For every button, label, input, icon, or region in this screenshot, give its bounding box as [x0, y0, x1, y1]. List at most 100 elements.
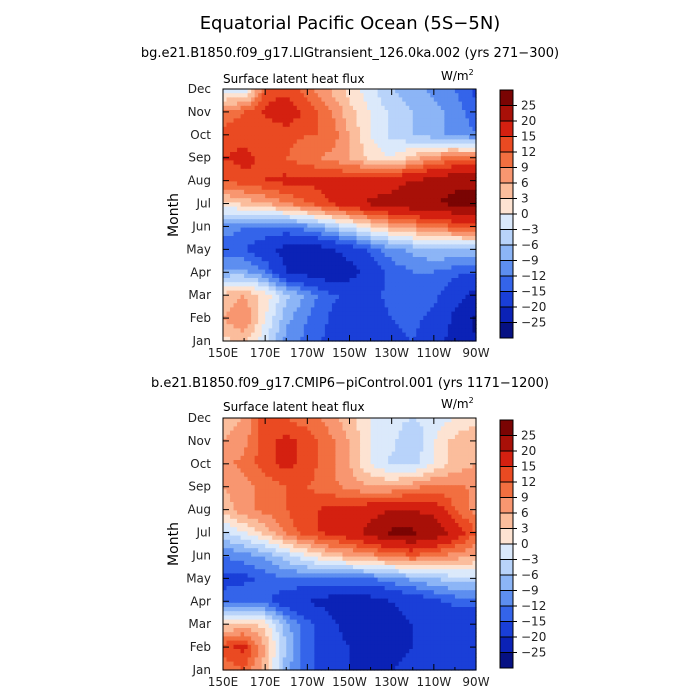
panel-lig-cell: [377, 164, 382, 170]
panel-control-cell: [461, 434, 467, 440]
panel-lig-cell: [321, 273, 326, 279]
panel-lig-cell: [314, 324, 319, 329]
panel-lig-cell: [461, 278, 467, 283]
panel-lig-cell: [472, 265, 477, 271]
panel-lig-cell: [251, 177, 256, 182]
panel-lig-cell: [374, 303, 379, 308]
panel-lig-cell: [405, 252, 410, 258]
panel-lig-cell: [349, 227, 354, 233]
panel-lig-cell: [314, 265, 319, 271]
panel-lig-cell: [391, 89, 396, 94]
panel-lig-cell: [331, 320, 337, 325]
panel-lig-cell: [335, 299, 340, 304]
panel-control-cell: [314, 443, 319, 448]
panel-lig-cell: [258, 265, 263, 271]
panel-lig-cell: [286, 131, 291, 136]
panel-lig-cell: [324, 122, 330, 128]
panel-control-cell: [437, 430, 442, 436]
panel-lig-cell: [423, 265, 428, 271]
panel-lig-cell: [237, 282, 242, 287]
panel-lig-cell: [426, 189, 431, 195]
panel-lig-cell: [293, 164, 298, 170]
panel-lig-cell: [468, 273, 474, 279]
panel-control-cell: [345, 434, 351, 440]
panel-control-cell: [300, 439, 305, 444]
panel-lig-cell: [437, 286, 442, 292]
panel-lig-cell: [265, 269, 270, 275]
panel-control-cell: [395, 426, 400, 432]
panel-lig-cell: [472, 122, 477, 128]
panel-lig-cell: [370, 286, 375, 292]
panel-lig-cell: [268, 328, 273, 334]
panel-lig-cell: [314, 168, 319, 174]
panel-lig-cell: [426, 282, 431, 287]
panel-control-cell: [423, 434, 428, 440]
panel-lig-cell: [363, 240, 368, 245]
panel-lig-cell: [402, 248, 407, 254]
panel-lig-cell: [300, 164, 305, 170]
panel-lig-cell: [331, 294, 337, 300]
panel-lig-cell: [247, 89, 252, 94]
panel-lig-cell: [409, 194, 414, 199]
panel-lig-cell: [430, 320, 435, 325]
panel-lig-cell: [286, 261, 291, 266]
panel-control-cell: [240, 443, 245, 448]
panel-lig-cell: [223, 299, 228, 304]
panel-lig-cell: [254, 143, 259, 149]
panel-control-cell: [310, 422, 315, 427]
panel-lig-cell: [321, 156, 326, 161]
panel-lig-cell: [412, 290, 417, 296]
panel-lig-cell: [384, 168, 389, 174]
panel-lig-cell: [461, 244, 467, 250]
panel-lig-cell: [458, 307, 463, 313]
panel-lig-cell: [416, 181, 421, 187]
panel-lig-cell: [307, 336, 312, 342]
panel-lig-cell: [251, 236, 256, 241]
panel-lig-cell: [349, 122, 354, 128]
panel-lig-cell: [328, 223, 333, 229]
panel-lig-cell: [454, 122, 460, 128]
panel-lig-cell: [251, 257, 256, 262]
panel-lig-cell: [440, 223, 445, 229]
panel-lig-cell: [451, 164, 456, 170]
panel-lig-cell: [226, 143, 231, 149]
panel-lig-cell: [447, 160, 452, 166]
panel-control-cell: [356, 443, 361, 448]
panel-lig-cell: [381, 269, 386, 275]
panel-lig-cell: [272, 118, 277, 124]
panel-lig-cell: [233, 126, 238, 132]
panel-lig-units-label: W/m2: [441, 68, 474, 83]
panel-lig-cell: [402, 118, 407, 124]
panel-lig-cell: [275, 223, 280, 229]
panel-control-cell: [223, 418, 228, 423]
panel-lig-cell: [377, 273, 382, 279]
panel-lig-cell: [254, 240, 259, 245]
panel-lig-cell: [338, 282, 344, 287]
panel-lig-cell: [268, 240, 273, 245]
panel-lig-cell: [293, 273, 298, 279]
panel-lig-cell: [363, 89, 368, 94]
panel-lig-cell: [398, 156, 403, 161]
panel-lig-cell: [247, 97, 252, 103]
panel-control-cell: [251, 422, 256, 427]
panel-lig-cell: [237, 189, 242, 195]
panel-lig-cell: [468, 265, 474, 271]
panel-lig-cell: [247, 265, 252, 271]
panel-lig-cell: [317, 324, 322, 329]
panel-lig-cell: [426, 164, 431, 170]
panel-lig-cell: [328, 152, 333, 157]
panel-lig-cell: [293, 307, 298, 313]
panel-control-cell: [461, 426, 467, 432]
panel-lig-cell: [331, 244, 337, 250]
panel-lig-cell: [335, 269, 340, 275]
panel-lig-cell: [314, 114, 319, 119]
panel-lig-cell: [458, 185, 463, 191]
panel-lig-cell: [468, 131, 474, 136]
panel-lig-cell: [300, 101, 305, 107]
panel-lig-cell: [321, 269, 326, 275]
panel-lig-cell: [244, 311, 249, 317]
panel-control-cell: [353, 443, 358, 448]
panel-lig-cell: [412, 215, 417, 220]
panel-control-cell: [458, 418, 463, 423]
panel-lig-cell: [437, 173, 442, 178]
